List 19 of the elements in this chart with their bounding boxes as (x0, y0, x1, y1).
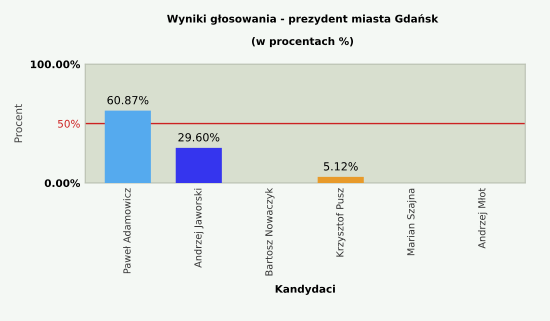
data-label: 5.12% (324, 162, 358, 171)
chart-subtitle: (w procentach %) (252, 37, 354, 48)
x-tick-label: Andrzej Młot (478, 188, 488, 249)
data-label: 60.87% (107, 96, 148, 104)
y-tick-label: 0.00% (44, 179, 80, 188)
x-tick-label: Marian Szajna (406, 188, 416, 256)
data-label: 29.60% (178, 133, 220, 142)
x-tick-label: Bartosz Nowaczyk (265, 188, 274, 276)
chart-title: Wyniki głosowania - prezydent miasta Gdańsk (167, 14, 438, 25)
y-axis-title: Procent (14, 104, 22, 142)
bar (318, 176, 364, 183)
x-tick-label: Krzysztof Pusz (336, 188, 346, 257)
y-tick-label: 100.00% (30, 60, 80, 68)
x-tick-label: Paweł Adamowicz (123, 188, 131, 274)
y-tick-label: 50% (58, 120, 80, 128)
bar (176, 148, 222, 183)
x-tick-label: Andrzej Jaworski (194, 188, 204, 268)
x-axis-title: Kandydaci (276, 284, 335, 295)
bar (104, 110, 151, 183)
